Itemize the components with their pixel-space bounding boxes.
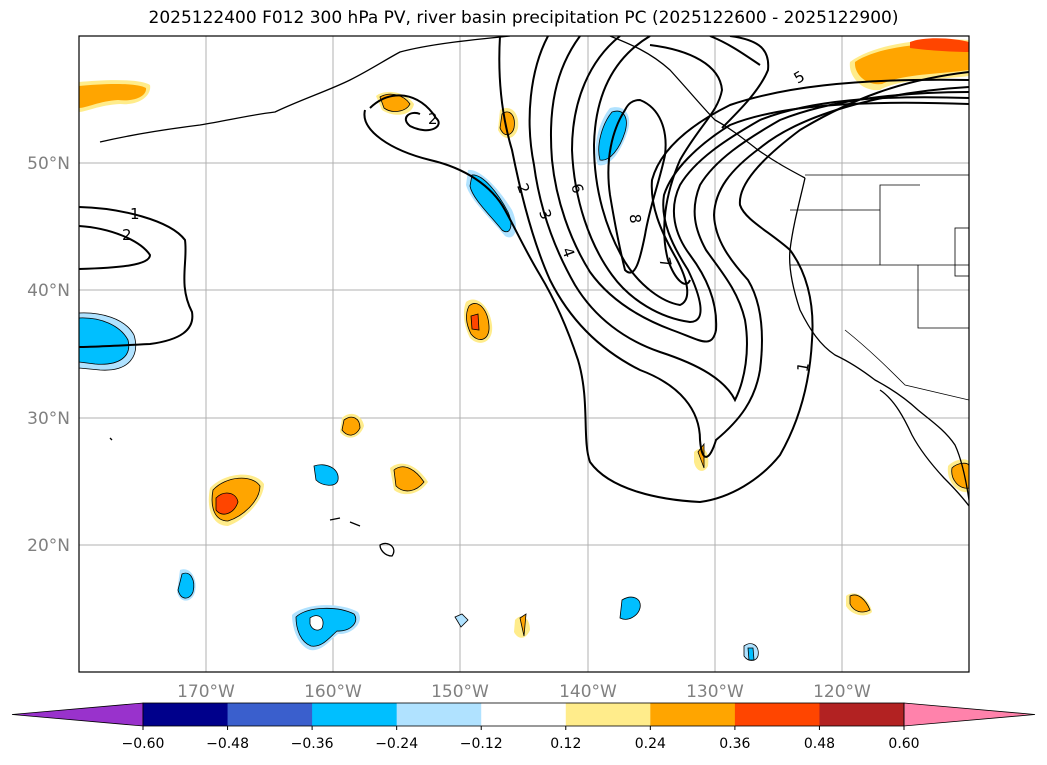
pv-contour-8 (607, 36, 761, 274)
pv-contour-1 (363, 71, 969, 504)
colorbar-tick-label: −0.36 (291, 736, 334, 752)
pv-label-7: 7 (655, 256, 675, 270)
pv-contour-3 (528, 36, 969, 403)
pv-contour-4 (549, 36, 969, 343)
lon-label-150w: 150°W (431, 682, 489, 702)
colorbar: −0.60 −0.48 −0.36 −0.24 −0.12 0.12 0.24 0.36 0.4… (11, 702, 1036, 752)
country-state-borders (790, 174, 969, 401)
colorbar-tick-label: 0.48 (804, 736, 835, 752)
precip-positive-anomalies (79, 38, 969, 638)
colorbar-tick-label: 0.24 (635, 736, 666, 752)
colorbar-segment (312, 703, 398, 726)
colorbar-tick-label: −0.48 (206, 736, 249, 752)
pv-contours (79, 36, 969, 504)
pv-contour-5 (570, 36, 969, 324)
latitude-labels: 50°N 40°N 30°N 20°N (27, 154, 70, 556)
lon-label-170w: 170°W (177, 682, 235, 702)
colorbar-segment (650, 703, 736, 726)
colorbar-tick-label: 0.60 (888, 736, 919, 752)
lon-label-160w: 160°W (304, 682, 362, 702)
lat-label-30n: 30°N (27, 409, 70, 429)
pv-contour-7 (649, 44, 724, 285)
pv-contour-1-west (79, 206, 194, 348)
lat-label-50n: 50°N (27, 154, 70, 174)
colorbar-outline (142, 702, 905, 727)
colorbar-segment (734, 703, 820, 726)
pv-label-1-west: 1 (130, 205, 140, 223)
colorbar-tick-label: 0.36 (719, 736, 750, 752)
colorbar-tick-label: −0.60 (122, 736, 165, 752)
pv-label-1-east: 1 (793, 361, 812, 374)
pv-contour-outer (721, 36, 770, 129)
lon-label-130w: 130°W (686, 682, 744, 702)
colorbar-segment (481, 703, 567, 726)
pv-label-2-north: 2 (428, 110, 438, 128)
gridlines (79, 36, 969, 672)
precip-negative-anomalies (79, 107, 759, 661)
pv-contour-2 (498, 36, 969, 458)
colorbar-extend-low (11, 702, 144, 727)
colorbar-segment (565, 703, 651, 726)
colorbar-tick-label: −0.24 (375, 736, 418, 752)
colorbar-tick-label: −0.12 (460, 736, 503, 752)
colorbar-segment (227, 703, 313, 726)
pv-label-8: 8 (626, 213, 645, 224)
pv-contour-2-west (79, 225, 152, 270)
map-title: 2025122400 F012 300 hPa PV, river basin … (148, 8, 899, 28)
lon-label-120w: 120°W (813, 682, 871, 702)
lat-label-20n: 20°N (27, 536, 70, 556)
lon-label-140w: 140°W (559, 682, 617, 702)
colorbar-tick-label: 0.12 (550, 736, 581, 752)
lat-label-40n: 40°N (27, 281, 70, 301)
colorbar-segment (396, 703, 482, 726)
pv-label-6: 6 (567, 182, 587, 196)
colorbar-segment (143, 703, 229, 726)
pv-label-2-west: 2 (122, 226, 132, 244)
colorbar-extend-high (903, 702, 1036, 727)
colorbar-segment (819, 703, 905, 726)
map-panel: 1 2 2 2 3 4 5 6 7 8 1 (78, 35, 970, 673)
longitude-labels: 170°W 160°W 150°W 140°W 130°W 120°W (177, 682, 871, 702)
map-frame (78, 35, 970, 673)
pv-contour-6 (592, 36, 969, 307)
